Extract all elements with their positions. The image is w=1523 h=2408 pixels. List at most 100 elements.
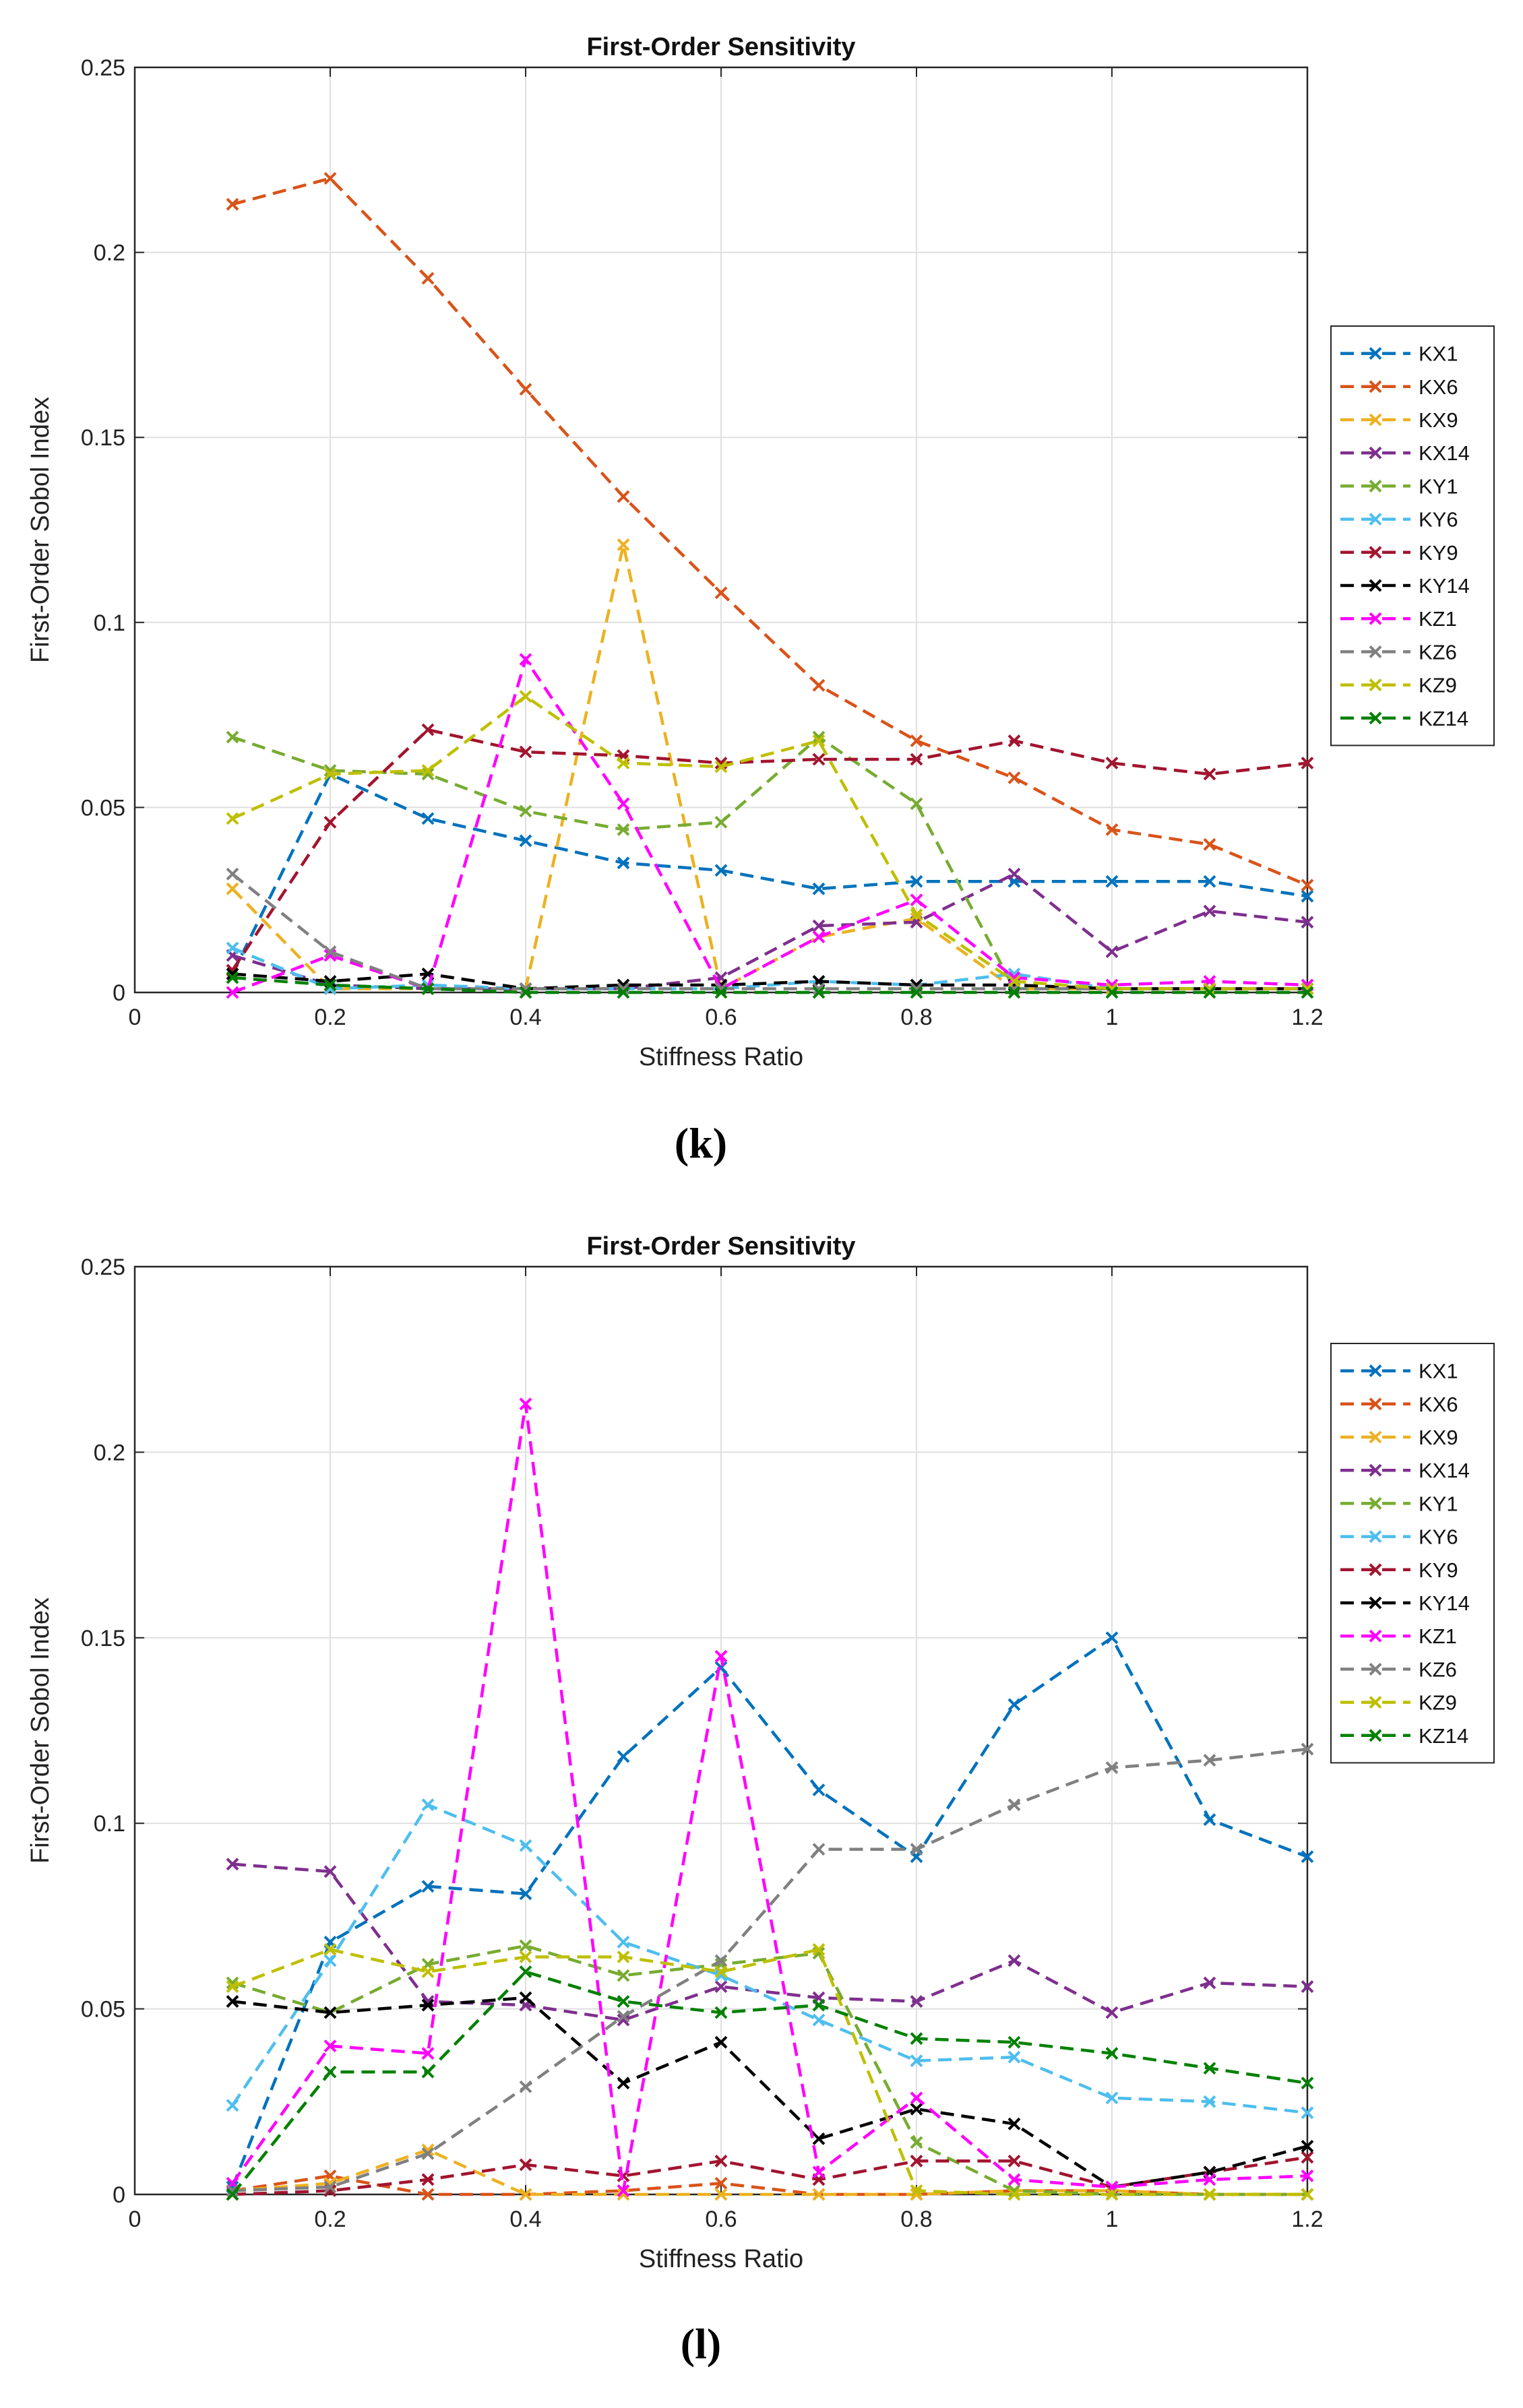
legend-marker-ky6 [1369,1530,1382,1544]
legend-marker-kx6 [1369,1397,1382,1411]
data-point-kz9 [323,767,337,781]
data-point-kz9 [617,1951,630,1963]
data-point-ky1 [812,730,826,744]
legend-label-ky9: KY9 [1419,541,1458,565]
data-point-ky14 [1007,2117,1021,2130]
data-point-kz1 [910,2091,923,2105]
data-point-kz6 [812,1843,826,1856]
chart-title: First-Order Sensitivity [586,33,855,61]
data-point-kx1 [1105,1631,1119,1645]
data-point-ky9 [910,753,923,766]
data-point-kz9 [226,812,239,825]
data-point-ky1 [421,767,435,781]
legend-marker-kz6 [1369,645,1382,658]
x-tick-label: 0.8 [900,2207,932,2232]
data-point-kx14 [1301,916,1314,929]
data-point-kz14 [519,986,532,999]
data-point-kx1 [812,882,826,895]
legend-marker-kz6 [1369,1662,1382,1676]
data-point-ky9 [1007,734,1021,747]
data-point-kz1 [519,1397,532,1411]
x-tick-label: 0.2 [314,1005,346,1030]
x-tick-label: 1 [1106,1005,1119,1030]
legend-label-kz6: KZ6 [1419,640,1457,664]
data-point-kz14 [1203,986,1216,999]
legend-marker-kz1 [1369,1629,1382,1643]
data-point-kx1 [519,1887,532,1901]
chart-k: 0 0.2 0.4 0.6 0.8 1 1.2 0 0.05 0.1 0.15 0.2 0.25 Firs… [26,33,1495,1167]
data-point-ky6 [1007,2050,1021,2064]
y-tick-label: 0.2 [94,1440,125,1465]
data-point-kx1 [1203,1813,1216,1827]
data-point-kx1 [714,864,728,877]
legend-label-kx6: KX6 [1419,1393,1458,1416]
data-point-kz1 [910,893,923,907]
y-axis-label: First-Order Sobol Index [26,1597,55,1864]
legend-label-kz1: KZ1 [1419,607,1457,631]
legend-marker-kx9 [1369,413,1382,426]
legend-label-kx14: KX14 [1419,1459,1470,1482]
data-point-kz9 [323,1943,337,1956]
data-point-kz6 [1105,1761,1119,1774]
y-axis-label: First-Order Sobol Index [26,397,55,663]
data-point-kz1 [1007,2173,1021,2186]
data-point-kz14 [421,982,435,995]
data-point-kz14 [910,2032,923,2046]
data-point-kz6 [519,2080,532,2093]
data-point-kx6 [421,272,435,285]
y-tick-label: 0.15 [81,425,125,451]
data-point-kx1 [421,812,435,825]
data-point-kx14 [910,1995,923,2008]
data-point-kx6 [1007,771,1021,784]
series-line-kx9 [232,2148,1307,2196]
data-point-ky14 [617,2077,630,2090]
data-point-kx6 [519,383,532,396]
subfigure-label: (k) [675,1119,727,1167]
data-point-kz9 [812,1943,826,1956]
data-point-kz9 [421,764,435,777]
data-point-kz9 [1301,2188,1314,2201]
data-point-kz9 [1007,2188,1021,2201]
data-point-ky6 [421,1798,435,1812]
data-point-ky14 [1301,2139,1314,2153]
x-tick-label: 0 [129,2207,142,2232]
data-point-kx6 [1301,879,1314,892]
data-point-ky9 [1301,2151,1314,2164]
legend-marker-ky14 [1369,1596,1382,1610]
data-point-ky9 [519,2158,532,2172]
data-point-kz14 [714,2006,728,2019]
data-point-kz1 [1203,2173,1216,2186]
legend-marker-ky14 [1369,579,1382,592]
data-point-kx14 [323,1865,337,1878]
data-point-ky14 [910,2102,923,2116]
data-point-kz1 [714,1649,728,1663]
data-point-kx6 [421,2188,435,2201]
data-point-kx1 [1301,889,1314,903]
data-point-kz9 [714,1965,728,1978]
data-point-kz14 [323,2065,337,2079]
data-point-kz9 [617,757,630,769]
data-point-kx6 [714,586,728,600]
legend-label-kz14: KZ14 [1419,707,1468,730]
data-point-ky14 [519,1991,532,2004]
data-point-kx9 [617,538,630,551]
legend-marker-kx14 [1369,446,1382,460]
data-point-kx14 [1007,1954,1021,1967]
data-point-kz14 [812,986,826,999]
legend-marker-ky1 [1369,1496,1382,1510]
data-point-kx6 [714,2177,728,2190]
data-point-kx1 [1105,875,1119,888]
x-tick-label: 1 [1106,2207,1119,2232]
data-point-kx6 [812,678,826,692]
series-line-ky9 [231,728,1308,972]
data-point-ky9 [812,753,826,766]
data-point-kz6 [323,2180,337,2194]
data-point-kz14 [323,978,337,992]
x-tick-label: 0.8 [900,1005,932,1030]
x-axis-label: Stiffness Ratio [639,2245,803,2273]
x-tick-label: 0.6 [705,2207,737,2232]
legend-label-ky1: KY1 [1419,1492,1458,1515]
legend-marker-kz14 [1369,711,1382,725]
data-point-kz9 [226,1980,239,1993]
y-tick-label: 0 [113,980,125,1006]
